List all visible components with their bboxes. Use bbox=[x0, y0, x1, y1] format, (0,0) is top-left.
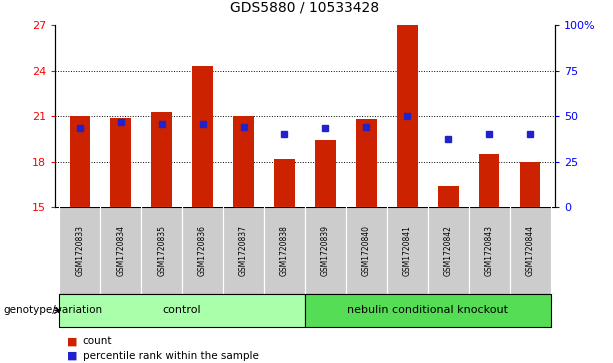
Text: GSM1720840: GSM1720840 bbox=[362, 225, 371, 276]
Text: GSM1720841: GSM1720841 bbox=[403, 225, 412, 276]
Text: ■: ■ bbox=[67, 336, 78, 346]
Bar bbox=[356, 119, 376, 207]
Text: ■: ■ bbox=[67, 351, 78, 361]
Bar bbox=[315, 140, 336, 207]
Bar bbox=[346, 207, 387, 294]
Bar bbox=[100, 207, 141, 294]
Text: nebulin conditional knockout: nebulin conditional knockout bbox=[348, 305, 508, 315]
Bar bbox=[438, 186, 459, 207]
Bar bbox=[223, 207, 264, 294]
Text: GSM1720842: GSM1720842 bbox=[444, 225, 453, 276]
Bar bbox=[428, 207, 469, 294]
Text: GSM1720836: GSM1720836 bbox=[198, 225, 207, 276]
Bar bbox=[397, 25, 417, 207]
Text: GDS5880 / 10533428: GDS5880 / 10533428 bbox=[230, 0, 379, 15]
Text: GSM1720839: GSM1720839 bbox=[321, 225, 330, 276]
Bar bbox=[274, 159, 295, 207]
Text: GSM1720844: GSM1720844 bbox=[526, 225, 535, 276]
Text: count: count bbox=[83, 336, 112, 346]
Bar bbox=[305, 294, 550, 327]
Bar bbox=[141, 207, 182, 294]
Bar bbox=[192, 66, 213, 207]
Bar bbox=[110, 118, 131, 207]
Text: GSM1720837: GSM1720837 bbox=[239, 225, 248, 276]
Text: GSM1720833: GSM1720833 bbox=[75, 225, 84, 276]
Text: genotype/variation: genotype/variation bbox=[3, 305, 102, 315]
Bar bbox=[59, 294, 305, 327]
Text: GSM1720843: GSM1720843 bbox=[485, 225, 493, 276]
Bar bbox=[59, 207, 100, 294]
Bar bbox=[264, 207, 305, 294]
Bar bbox=[305, 207, 346, 294]
Text: control: control bbox=[163, 305, 202, 315]
Bar bbox=[479, 154, 500, 207]
Bar bbox=[151, 112, 172, 207]
Text: GSM1720835: GSM1720835 bbox=[157, 225, 166, 276]
Bar bbox=[69, 116, 90, 207]
Bar bbox=[182, 207, 223, 294]
Bar bbox=[520, 162, 541, 207]
Bar bbox=[234, 116, 254, 207]
Text: percentile rank within the sample: percentile rank within the sample bbox=[83, 351, 259, 361]
Bar bbox=[510, 207, 550, 294]
Text: GSM1720834: GSM1720834 bbox=[116, 225, 125, 276]
Text: GSM1720838: GSM1720838 bbox=[280, 225, 289, 276]
Bar bbox=[387, 207, 428, 294]
Bar bbox=[469, 207, 510, 294]
